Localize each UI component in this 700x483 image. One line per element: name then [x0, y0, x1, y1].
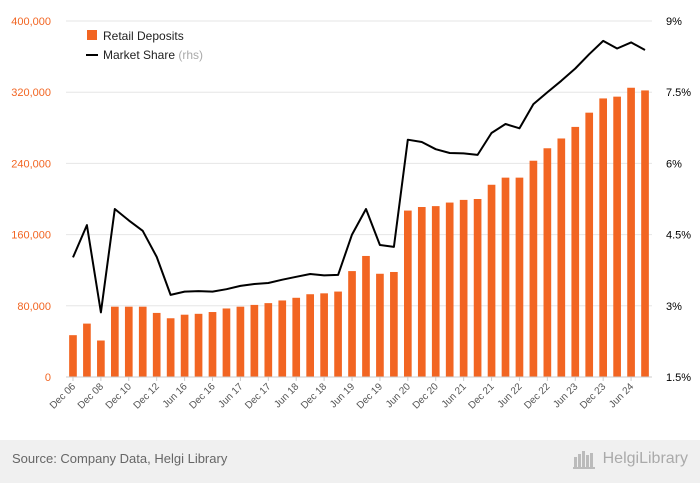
x-tick-label: Jun 16	[161, 381, 190, 410]
bar-retail-deposits	[390, 271, 398, 377]
bar-retail-deposits	[431, 206, 440, 377]
footer: Source: Company Data, Helgi Library Helg…	[0, 440, 700, 483]
bar-retail-deposits	[152, 312, 161, 377]
bar-retail-deposits	[208, 312, 217, 377]
y-left-tick-label: 160,000	[11, 230, 51, 242]
legend-label-retail-deposits: Retail Deposits	[103, 29, 184, 43]
x-tick-label: Jun 21	[440, 381, 469, 410]
x-tick-label: Dec 21	[466, 381, 496, 411]
y-right-tick-label: 9%	[666, 16, 682, 28]
y-right-tick-label: 6%	[666, 158, 682, 170]
bar-retail-deposits	[166, 318, 175, 377]
line-market-share	[72, 39, 646, 314]
y-right-tick-label: 7.5%	[666, 87, 691, 99]
y-axis-right: 1.5% 3% 4.5% 6% 7.5% 9%	[666, 16, 691, 384]
bar-retail-deposits	[445, 202, 454, 377]
y-left-tick-label: 80,000	[17, 301, 51, 313]
y-left-tick-label: 0	[45, 372, 51, 384]
legend-swatch-retail-deposits	[87, 30, 97, 40]
y-right-tick-label: 3%	[666, 301, 682, 313]
x-tick-label: Jun 17	[217, 381, 246, 410]
library-logo-icon	[572, 451, 595, 469]
bar-retail-deposits	[69, 335, 77, 377]
bar-retail-deposits	[83, 323, 91, 377]
x-tick-label: Dec 06	[48, 381, 78, 411]
x-tick-label: Dec 20	[411, 381, 441, 411]
line-market-share-path	[72, 39, 646, 314]
bar-retail-deposits	[348, 271, 356, 377]
bar-retail-deposits	[180, 314, 189, 377]
bars-retail-deposits	[69, 87, 649, 378]
x-tick-label: Dec 08	[76, 381, 106, 411]
bar-retail-deposits	[473, 199, 482, 377]
bar-retail-deposits	[403, 210, 412, 377]
legend-label-market-share: Market Share (rhs)	[103, 48, 203, 62]
bar-retail-deposits	[641, 90, 649, 378]
bar-retail-deposits	[292, 297, 301, 377]
bar-retail-deposits	[627, 87, 635, 377]
x-tick-label: Jun 20	[384, 381, 413, 410]
x-tick-label: Jun 23	[551, 381, 580, 410]
chart: 0 80,000 160,000 240,000 320,000 400,000 1.5%…	[11, 16, 691, 412]
bar-retail-deposits	[571, 126, 580, 377]
bar-retail-deposits	[110, 306, 119, 377]
bar-retail-deposits	[97, 340, 105, 377]
x-tick-label: Jun 22	[496, 381, 525, 410]
y-left-tick-label: 320,000	[11, 87, 51, 99]
bar-retail-deposits	[362, 255, 370, 377]
source-note: Source: Company Data, Helgi Library	[12, 451, 228, 466]
bar-retail-deposits	[599, 98, 608, 378]
x-tick-label: Dec 19	[355, 381, 385, 411]
bar-retail-deposits	[320, 293, 328, 377]
bar-retail-deposits	[222, 308, 231, 377]
bar-retail-deposits	[501, 177, 510, 377]
bar-retail-deposits	[585, 112, 594, 378]
bar-retail-deposits	[529, 160, 538, 377]
bar-retail-deposits	[194, 313, 203, 377]
bar-retail-deposits	[264, 303, 273, 377]
bar-retail-deposits	[613, 96, 621, 378]
bar-retail-deposits	[250, 304, 259, 377]
legend: Retail Deposits Market Share (rhs)	[86, 29, 203, 62]
y-right-tick-label: 1.5%	[666, 372, 691, 384]
x-tick-label: Dec 16	[187, 381, 217, 411]
x-tick-label: Dec 22	[522, 381, 552, 411]
x-tick-label: Dec 12	[132, 381, 162, 411]
x-tick-label: Dec 17	[243, 381, 273, 411]
bar-retail-deposits	[557, 138, 566, 377]
bar-retail-deposits	[487, 184, 496, 377]
x-tick-label: Dec 23	[578, 381, 608, 411]
x-tick-label: Dec 18	[299, 381, 329, 411]
y-left-tick-label: 400,000	[11, 16, 51, 28]
bar-retail-deposits	[124, 306, 133, 377]
logo-text: HelgiLibrary	[602, 450, 688, 467]
y-left-tick-label: 240,000	[11, 158, 51, 170]
bar-retail-deposits	[236, 306, 245, 377]
bar-retail-deposits	[515, 177, 524, 377]
legend-label-rhs: (rhs)	[178, 48, 203, 62]
bar-retail-deposits	[459, 199, 468, 377]
bar-retail-deposits	[306, 294, 315, 377]
bar-retail-deposits	[543, 148, 552, 377]
bar-retail-deposits	[334, 291, 342, 377]
helgi-library-logo: HelgiLibrary	[572, 449, 688, 469]
y-right-tick-label: 4.5%	[666, 230, 691, 242]
y-axis-left: 0 80,000 160,000 240,000 320,000 400,000	[11, 16, 51, 384]
bar-retail-deposits	[278, 300, 287, 377]
x-tick-label: Jun 18	[272, 381, 301, 410]
bar-retail-deposits	[138, 306, 147, 377]
x-tick-label: Jun 19	[328, 381, 357, 410]
x-tick-label: Dec 10	[104, 381, 134, 411]
bar-retail-deposits	[376, 273, 384, 377]
legend-label-market-share-name: Market Share	[103, 48, 175, 62]
x-tick-label: Jun 24	[607, 381, 636, 410]
bar-retail-deposits	[417, 207, 426, 377]
